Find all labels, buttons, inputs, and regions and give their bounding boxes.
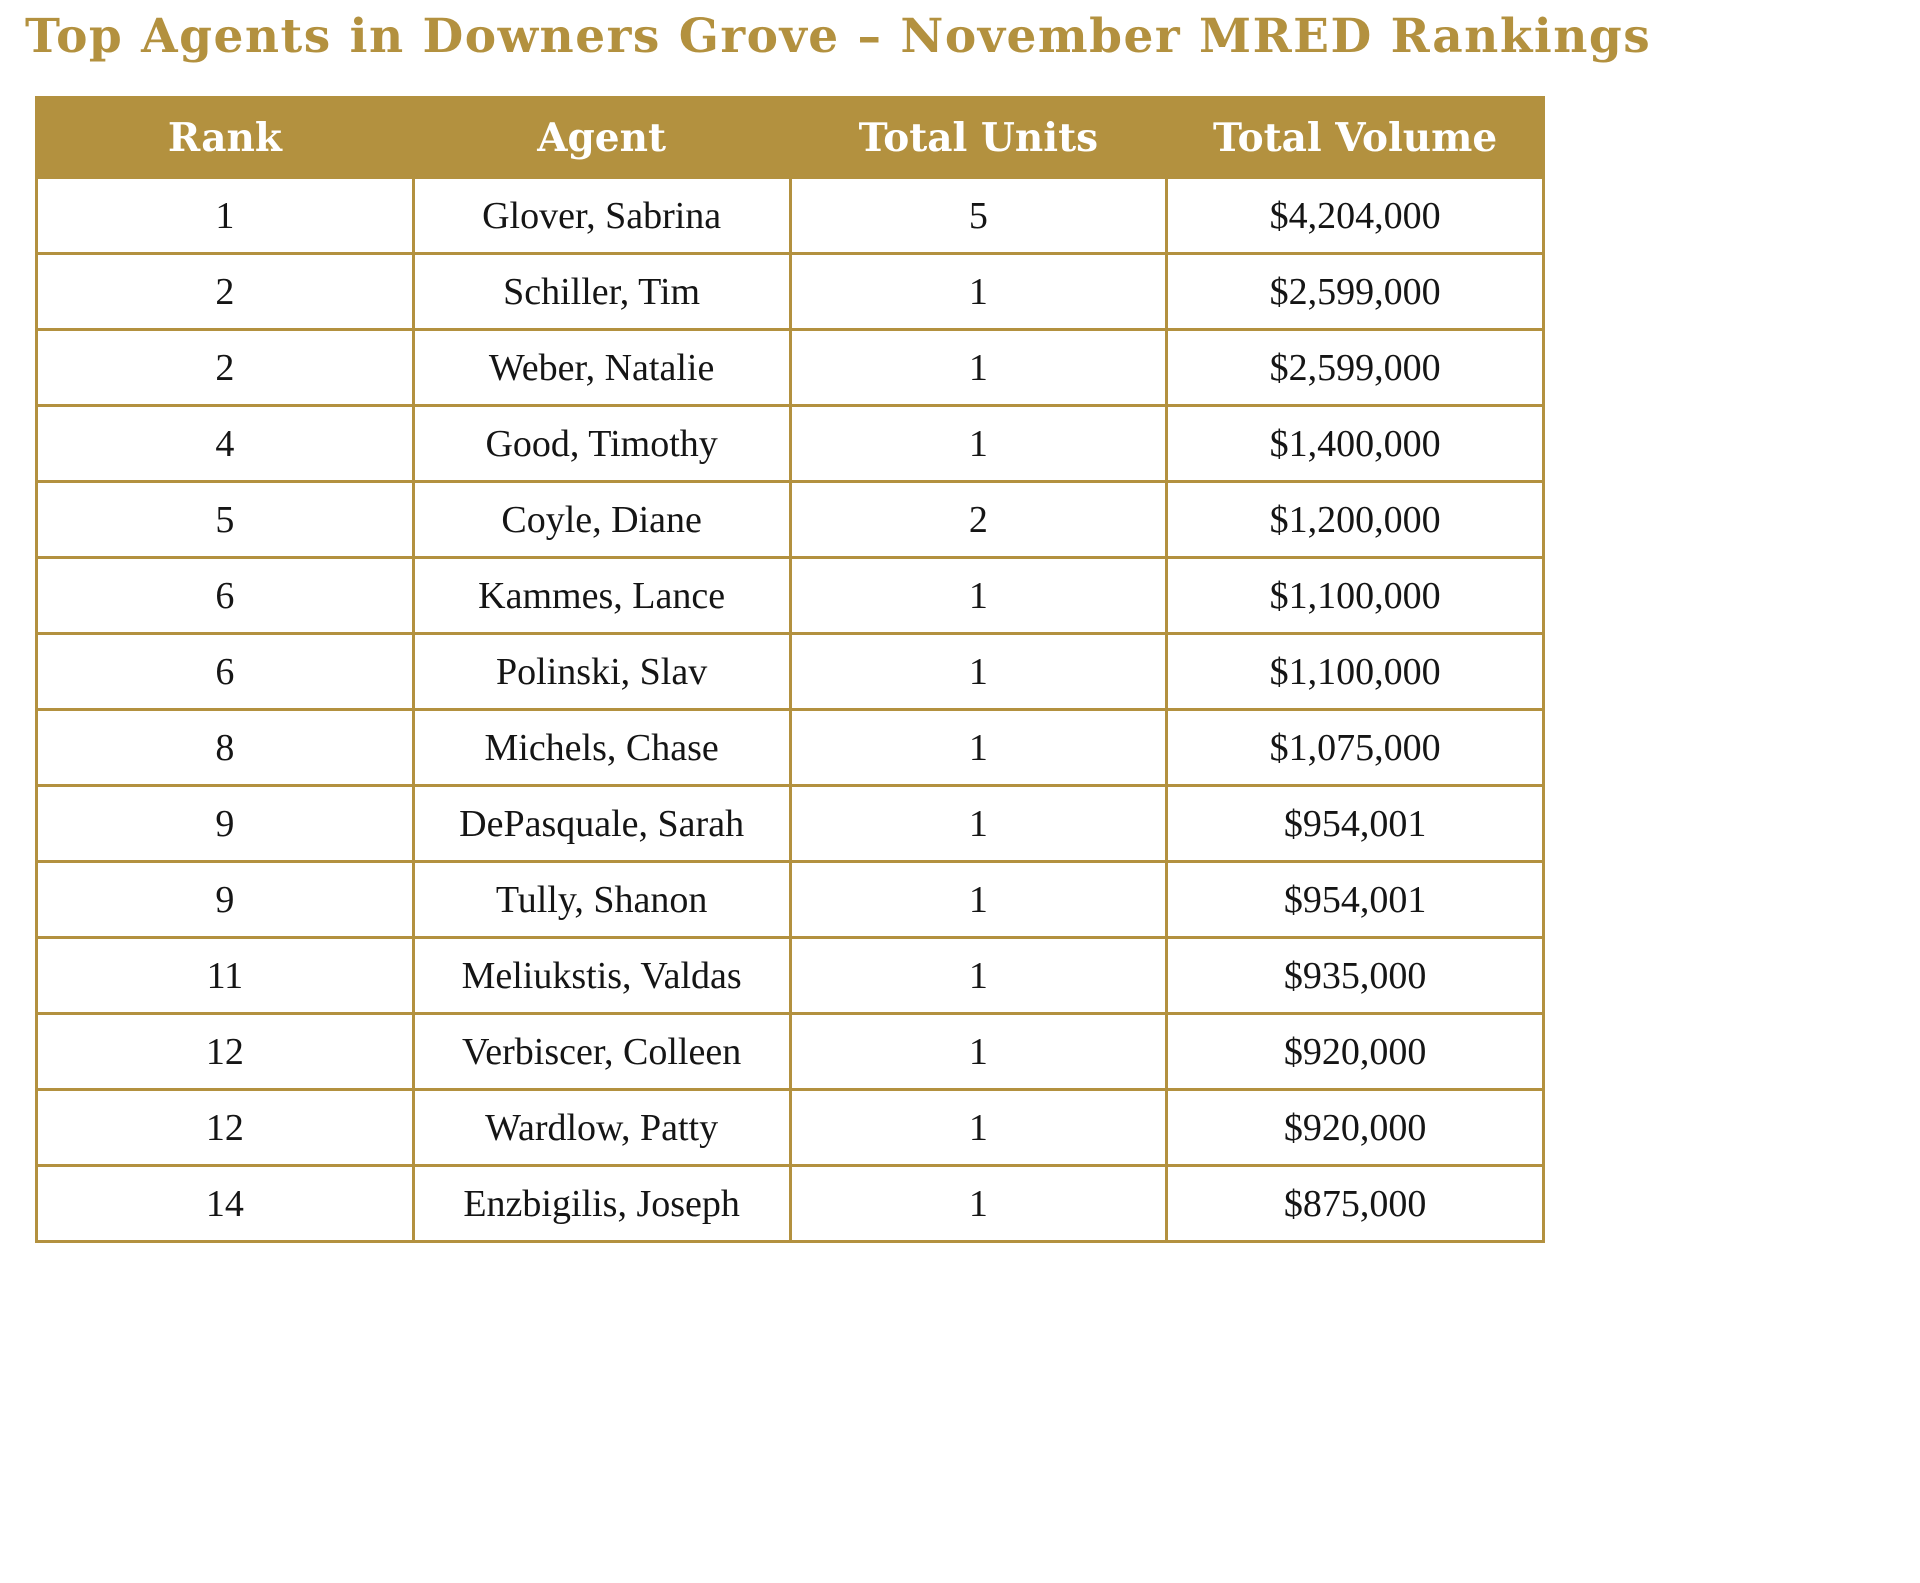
rank-cell: 12 <box>35 1012 415 1092</box>
units-cell: 5 <box>788 176 1169 256</box>
volume-cell: $935,000 <box>1165 936 1545 1016</box>
table-body: 1 Glover, Sabrina 5 $4,204,000 2 Schille… <box>35 176 1545 1244</box>
rank-cell: 1 <box>35 176 415 256</box>
volume-cell: $920,000 <box>1165 1088 1545 1168</box>
table-row: 2 Weber, Natalie 1 $2,599,000 <box>35 328 1545 408</box>
rank-cell: 6 <box>35 632 415 712</box>
column-header-total-units: Total Units <box>788 96 1169 180</box>
rank-cell: 8 <box>35 708 415 788</box>
rank-cell: 9 <box>35 860 415 940</box>
rankings-table: Rank Agent Total Units Total Volume 1 Gl… <box>35 96 1545 1244</box>
agent-cell: Wardlow, Patty <box>411 1088 792 1168</box>
units-cell: 1 <box>788 1012 1169 1092</box>
agent-cell: Enzbigilis, Joseph <box>411 1164 792 1244</box>
page: Top Agents in Downers Grove – November M… <box>25 9 1652 1244</box>
volume-cell: $1,100,000 <box>1165 632 1545 712</box>
volume-cell: $2,599,000 <box>1165 252 1545 332</box>
volume-cell: $954,001 <box>1165 784 1545 864</box>
units-cell: 1 <box>788 252 1169 332</box>
volume-cell: $1,075,000 <box>1165 708 1545 788</box>
volume-cell: $2,599,000 <box>1165 328 1545 408</box>
units-cell: 1 <box>788 708 1169 788</box>
units-cell: 1 <box>788 556 1169 636</box>
table-row: 14 Enzbigilis, Joseph 1 $875,000 <box>35 1164 1545 1244</box>
units-cell: 1 <box>788 632 1169 712</box>
rank-cell: 6 <box>35 556 415 636</box>
rank-cell: 2 <box>35 252 415 332</box>
agent-cell: Polinski, Slav <box>411 632 792 712</box>
units-cell: 1 <box>788 1164 1169 1244</box>
agent-cell: DePasquale, Sarah <box>411 784 792 864</box>
column-header-agent: Agent <box>411 96 792 180</box>
agent-cell: Meliukstis, Valdas <box>411 936 792 1016</box>
agent-cell: Schiller, Tim <box>411 252 792 332</box>
units-cell: 2 <box>788 480 1169 560</box>
volume-cell: $875,000 <box>1165 1164 1545 1244</box>
table-row: 12 Wardlow, Patty 1 $920,000 <box>35 1088 1545 1168</box>
volume-cell: $4,204,000 <box>1165 176 1545 256</box>
table-row: 4 Good, Timothy 1 $1,400,000 <box>35 404 1545 484</box>
rank-cell: 12 <box>35 1088 415 1168</box>
agent-cell: Kammes, Lance <box>411 556 792 636</box>
agent-cell: Glover, Sabrina <box>411 176 792 256</box>
rank-cell: 14 <box>35 1164 415 1244</box>
table-row: 6 Polinski, Slav 1 $1,100,000 <box>35 632 1545 712</box>
table-row: 11 Meliukstis, Valdas 1 $935,000 <box>35 936 1545 1016</box>
agent-cell: Good, Timothy <box>411 404 792 484</box>
table-row: 9 DePasquale, Sarah 1 $954,001 <box>35 784 1545 864</box>
table-row: 5 Coyle, Diane 2 $1,200,000 <box>35 480 1545 560</box>
table-row: 2 Schiller, Tim 1 $2,599,000 <box>35 252 1545 332</box>
rank-cell: 9 <box>35 784 415 864</box>
rank-cell: 5 <box>35 480 415 560</box>
table-row: 12 Verbiscer, Colleen 1 $920,000 <box>35 1012 1545 1092</box>
units-cell: 1 <box>788 784 1169 864</box>
page-title: Top Agents in Downers Grove – November M… <box>25 9 1652 64</box>
table-row: 6 Kammes, Lance 1 $1,100,000 <box>35 556 1545 636</box>
volume-cell: $1,200,000 <box>1165 480 1545 560</box>
agent-cell: Weber, Natalie <box>411 328 792 408</box>
table-row: 1 Glover, Sabrina 5 $4,204,000 <box>35 176 1545 256</box>
column-header-rank: Rank <box>35 96 415 180</box>
agent-cell: Tully, Shanon <box>411 860 792 940</box>
column-header-total-volume: Total Volume <box>1165 96 1545 180</box>
agent-cell: Verbiscer, Colleen <box>411 1012 792 1092</box>
rank-cell: 2 <box>35 328 415 408</box>
units-cell: 1 <box>788 404 1169 484</box>
table-row: 9 Tully, Shanon 1 $954,001 <box>35 860 1545 940</box>
agent-cell: Coyle, Diane <box>411 480 792 560</box>
rank-cell: 4 <box>35 404 415 484</box>
rank-cell: 11 <box>35 936 415 1016</box>
volume-cell: $920,000 <box>1165 1012 1545 1092</box>
units-cell: 1 <box>788 1088 1169 1168</box>
volume-cell: $1,100,000 <box>1165 556 1545 636</box>
units-cell: 1 <box>788 328 1169 408</box>
header-row: Rank Agent Total Units Total Volume <box>35 96 1545 180</box>
volume-cell: $954,001 <box>1165 860 1545 940</box>
units-cell: 1 <box>788 860 1169 940</box>
table-header: Rank Agent Total Units Total Volume <box>35 96 1545 180</box>
table-row: 8 Michels, Chase 1 $1,075,000 <box>35 708 1545 788</box>
agent-cell: Michels, Chase <box>411 708 792 788</box>
volume-cell: $1,400,000 <box>1165 404 1545 484</box>
units-cell: 1 <box>788 936 1169 1016</box>
